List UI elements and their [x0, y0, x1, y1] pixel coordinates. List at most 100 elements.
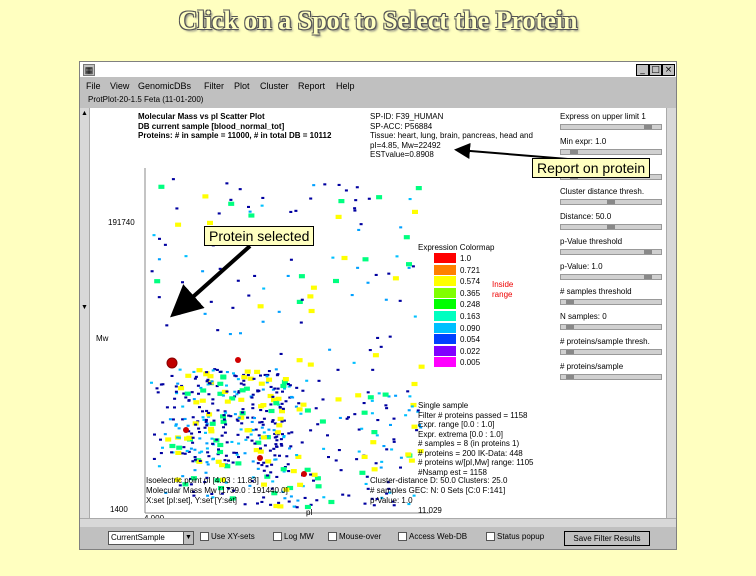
protein-point[interactable] — [181, 405, 185, 408]
protein-point[interactable] — [267, 428, 271, 431]
protein-point[interactable] — [335, 214, 342, 219]
protein-point[interactable] — [271, 395, 275, 398]
protein-point[interactable] — [261, 388, 265, 391]
protein-point[interactable] — [235, 451, 238, 454]
protein-point[interactable] — [193, 458, 197, 461]
protein-point[interactable] — [262, 431, 266, 434]
protein-point[interactable] — [244, 438, 248, 441]
protein-point[interactable] — [275, 445, 278, 448]
protein-point[interactable] — [217, 212, 221, 215]
protein-point[interactable] — [260, 426, 264, 429]
protein-point[interactable] — [385, 492, 389, 495]
menu-help[interactable]: Help — [336, 81, 355, 91]
protein-point[interactable] — [339, 469, 343, 472]
protein-point[interactable] — [222, 418, 226, 421]
protein-point[interactable] — [219, 477, 226, 482]
protein-point[interactable] — [170, 374, 174, 377]
protein-point[interactable] — [249, 433, 253, 436]
filter-slider[interactable] — [560, 349, 662, 355]
protein-point[interactable] — [261, 196, 265, 199]
protein-point[interactable] — [374, 273, 378, 276]
protein-point[interactable] — [382, 392, 389, 397]
protein-point[interactable] — [247, 294, 251, 297]
protein-point[interactable] — [360, 427, 364, 430]
protein-point[interactable] — [275, 435, 279, 438]
protein-point[interactable] — [224, 481, 228, 484]
protein-point[interactable] — [295, 386, 299, 389]
protein-point[interactable] — [296, 358, 303, 363]
protein-point[interactable] — [273, 432, 277, 435]
protein-point[interactable] — [181, 475, 185, 478]
protein-point[interactable] — [201, 416, 205, 419]
protein-point[interactable] — [232, 489, 236, 492]
protein-point[interactable] — [175, 450, 182, 455]
protein-point[interactable] — [371, 467, 378, 472]
protein-point[interactable] — [261, 320, 265, 323]
protein-point[interactable] — [266, 474, 269, 477]
protein-point[interactable] — [201, 410, 204, 413]
protein-point[interactable] — [150, 381, 153, 384]
protein-point[interactable] — [267, 393, 274, 399]
protein-point[interactable] — [261, 423, 265, 426]
protein-point[interactable] — [265, 375, 269, 378]
protein-point[interactable] — [180, 452, 184, 455]
maximize-icon[interactable]: □ — [649, 64, 662, 76]
protein-point[interactable] — [392, 417, 396, 420]
protein-point[interactable] — [176, 382, 180, 385]
protein-point[interactable] — [251, 407, 255, 410]
protein-point[interactable] — [271, 491, 278, 496]
protein-point[interactable] — [338, 416, 342, 419]
protein-point[interactable] — [260, 204, 264, 207]
protein-point[interactable] — [205, 447, 209, 450]
protein-point[interactable] — [410, 402, 417, 408]
protein-point[interactable] — [225, 371, 229, 374]
protein-point[interactable] — [253, 448, 260, 453]
protein-point[interactable] — [299, 412, 303, 415]
protein-point[interactable] — [191, 460, 195, 463]
protein-point[interactable] — [385, 448, 389, 451]
protein-point[interactable] — [254, 428, 258, 431]
protein-point[interactable] — [175, 207, 179, 210]
filter-slider[interactable] — [560, 124, 662, 130]
checkbox-status-popup[interactable]: Status popup — [486, 532, 544, 542]
protein-point[interactable] — [384, 298, 388, 301]
protein-point[interactable] — [315, 499, 319, 502]
protein-point[interactable] — [250, 480, 254, 483]
protein-point[interactable] — [159, 452, 163, 455]
protein-point[interactable] — [372, 504, 376, 507]
protein-point[interactable] — [277, 501, 281, 504]
protein-point[interactable] — [215, 459, 222, 464]
protein-point[interactable] — [253, 417, 256, 420]
checkbox-mouse-over[interactable]: Mouse-over — [328, 532, 381, 542]
slider-thumb[interactable] — [644, 250, 652, 254]
protein-point[interactable] — [305, 379, 309, 382]
protein-point[interactable] — [282, 435, 286, 438]
protein-point[interactable] — [280, 467, 287, 472]
protein-point[interactable] — [260, 403, 267, 408]
protein-point[interactable] — [214, 478, 221, 483]
protein-point[interactable] — [263, 373, 267, 376]
protein-point[interactable] — [260, 464, 264, 467]
protein-point[interactable] — [301, 389, 305, 392]
protein-point[interactable] — [225, 384, 228, 387]
protein-point[interactable] — [202, 418, 206, 421]
protein-point[interactable] — [170, 451, 174, 454]
protein-point[interactable] — [253, 274, 257, 277]
protein-point[interactable] — [270, 420, 274, 423]
protein-point[interactable] — [280, 383, 287, 389]
protein-point[interactable] — [274, 458, 278, 461]
protein-point[interactable] — [399, 466, 402, 469]
protein-point[interactable] — [242, 373, 246, 376]
protein-point[interactable] — [224, 454, 228, 457]
menu-plot[interactable]: Plot — [234, 81, 250, 91]
protein-point[interactable] — [158, 184, 165, 189]
protein-point[interactable] — [413, 315, 417, 318]
protein-point[interactable] — [153, 433, 156, 436]
protein-point[interactable] — [210, 492, 214, 495]
protein-point[interactable] — [236, 279, 240, 282]
protein-point[interactable] — [289, 258, 293, 261]
protein-point[interactable] — [228, 201, 235, 206]
protein-point[interactable] — [239, 382, 243, 385]
protein-point[interactable] — [371, 430, 378, 435]
protein-point[interactable] — [241, 411, 244, 414]
